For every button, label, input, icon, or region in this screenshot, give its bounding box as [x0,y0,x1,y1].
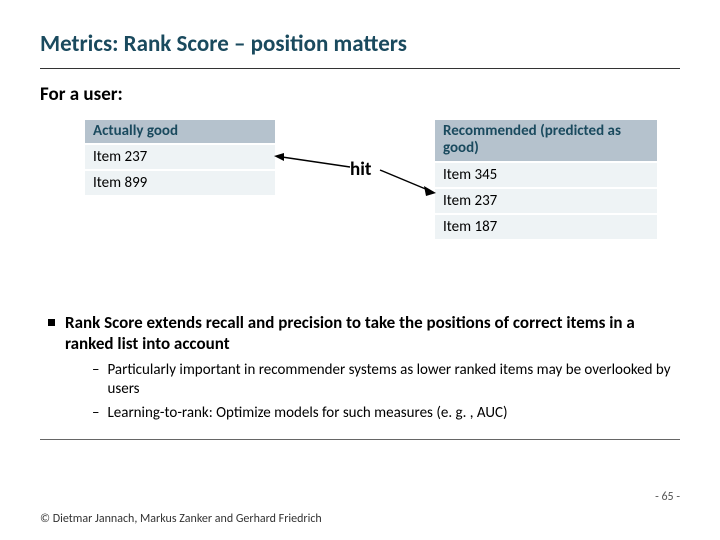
table-row: Item 187 [435,215,657,239]
table-row: Item 899 [85,171,275,195]
table-header-left: Actually good [85,120,275,143]
table-row: Item 237 [85,145,275,169]
dash-icon: – [92,404,99,424]
bottom-rule [40,439,680,440]
slide: Metrics: Rank Score – position matters F… [0,0,720,540]
dash-icon: – [92,361,99,400]
table-recommended: Recommended (predicted as good) Item 345… [435,120,657,239]
hit-label: hit [350,158,371,181]
bullet-sub: – Particularly important in recommender … [92,361,680,400]
bullets-area: Rank Score extends recall and precision … [40,312,680,423]
arrow-left-icon [272,153,352,171]
table-row: Item 345 [435,163,657,187]
arrow-right-icon [378,166,438,196]
table-row: Item 237 [435,189,657,213]
sub-bullets: – Particularly important in recommender … [48,361,680,424]
slide-subtitle: For a user: [40,83,680,106]
page-number: - 65 - [655,490,680,504]
copyright: © Dietmar Jannach, Markus Zanker and Ger… [40,512,322,526]
bullet-square-icon [48,319,55,326]
bullet-sub-text: Particularly important in recommender sy… [107,361,680,400]
bullet-sub-text: Learning-to-rank: Optimize models for su… [107,404,507,424]
bullet-main: Rank Score extends recall and precision … [48,312,680,355]
title-rule [40,68,680,69]
tables-area: Actually good Item 237 Item 899 Recommen… [40,120,680,300]
table-header-right: Recommended (predicted as good) [435,120,657,161]
slide-title: Metrics: Rank Score – position matters [40,30,680,58]
bullet-sub: – Learning-to-rank: Optimize models for … [92,404,680,424]
table-actually-good: Actually good Item 237 Item 899 [85,120,275,195]
bullet-main-text: Rank Score extends recall and precision … [65,312,680,355]
